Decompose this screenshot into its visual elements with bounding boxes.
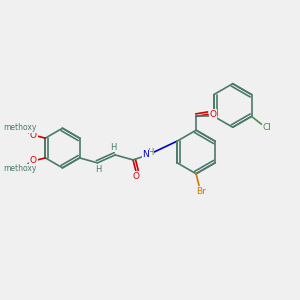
Text: O: O [209,110,216,119]
Text: H: H [147,148,153,158]
Text: Br: Br [196,187,206,196]
Text: O: O [30,131,37,140]
Text: O: O [133,172,140,181]
Text: H: H [110,142,116,152]
Text: methoxy: methoxy [3,164,36,173]
Text: Cl: Cl [263,123,272,132]
Text: H: H [95,165,102,174]
Text: methoxy: methoxy [3,123,36,132]
Text: N: N [142,150,149,159]
Text: O: O [30,156,37,165]
